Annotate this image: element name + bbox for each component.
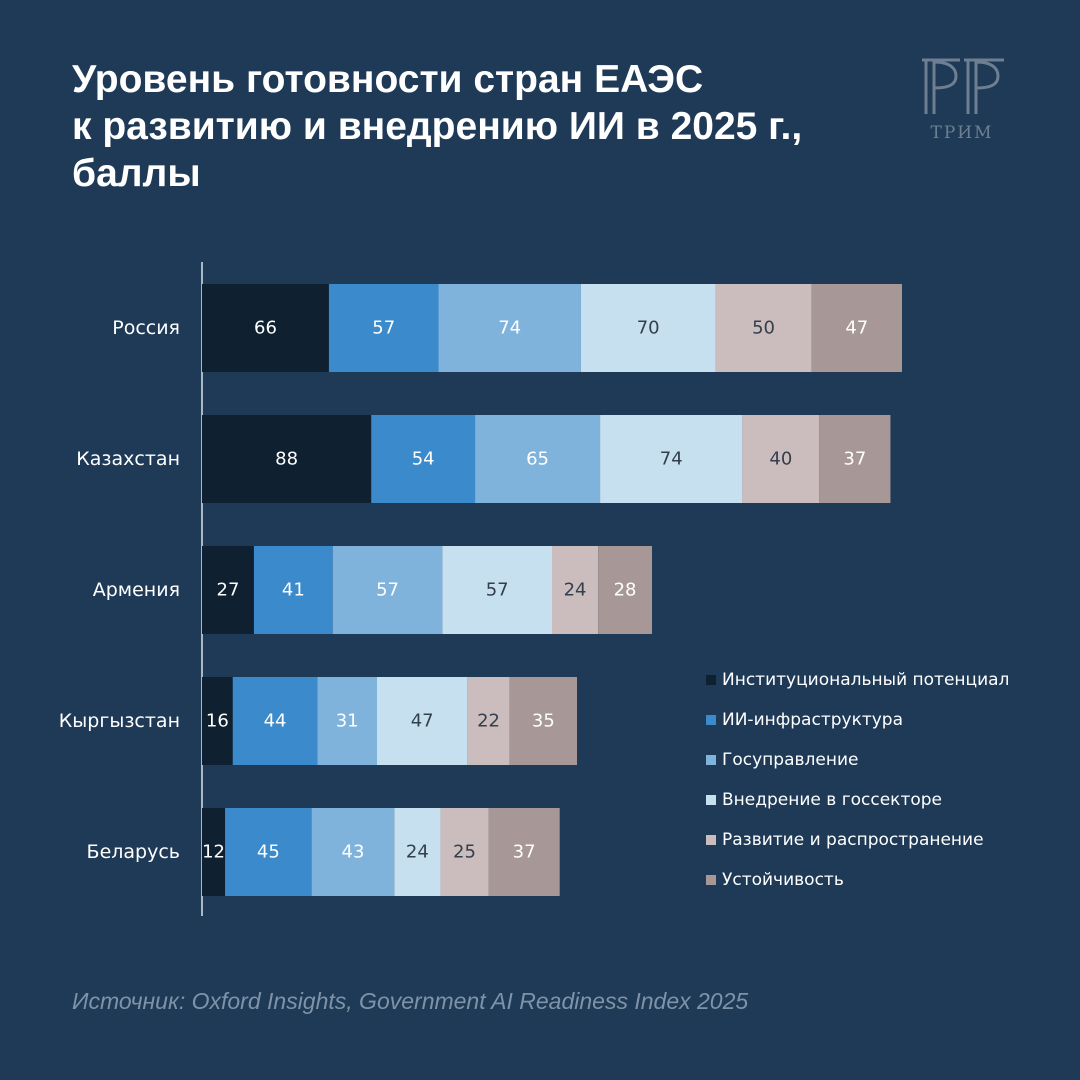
data-label: 74 xyxy=(660,449,683,470)
bar-segment xyxy=(377,677,468,765)
bar-segment xyxy=(552,546,599,634)
bar-segment xyxy=(819,415,891,503)
data-label: 47 xyxy=(411,711,434,732)
data-label: 35 xyxy=(532,711,555,732)
legend-swatch xyxy=(706,715,716,725)
data-label: 54 xyxy=(412,449,435,470)
bar-segment xyxy=(394,808,441,896)
legend-item: Госуправление xyxy=(706,740,1009,780)
data-label: 37 xyxy=(843,449,866,470)
data-label: 12 xyxy=(202,842,225,863)
data-label: 47 xyxy=(845,318,868,339)
bar-segment xyxy=(317,677,377,765)
legend-swatch xyxy=(706,675,716,685)
bar-segment xyxy=(442,546,552,634)
bar-segment xyxy=(202,546,254,634)
legend-label: Внедрение в госсекторе xyxy=(722,790,942,810)
source-note: Источник: Oxford Insights, Government AI… xyxy=(72,988,749,1014)
bar-segment xyxy=(811,284,902,372)
data-label: 31 xyxy=(336,711,359,732)
data-label: 50 xyxy=(752,318,775,339)
bar-segment xyxy=(232,677,318,765)
data-label: 28 xyxy=(614,580,637,601)
bar-segment xyxy=(580,284,716,372)
data-label: 66 xyxy=(254,318,277,339)
page-title: Уровень готовности стран ЕАЭС к развитию… xyxy=(72,56,872,197)
category-label: Беларусь xyxy=(87,841,180,863)
bars: 66 57 74 70 50 47 88 54 65 74 40 37 27 41 57 57 24 28 16 44… xyxy=(202,284,902,896)
bar-segment xyxy=(311,808,395,896)
data-label: 25 xyxy=(453,842,476,863)
data-label: 70 xyxy=(637,318,660,339)
bar-segment xyxy=(440,808,489,896)
data-label: 45 xyxy=(257,842,280,863)
legend-swatch xyxy=(706,875,716,885)
bar-segment xyxy=(202,677,233,765)
data-label: 27 xyxy=(217,580,240,601)
bar-segment xyxy=(467,677,510,765)
legend-label: Развитие и распространение xyxy=(722,830,984,850)
category-label: Казахстан xyxy=(76,448,180,470)
legend-label: Институциональный потенциал xyxy=(722,670,1010,690)
legend-item: Устойчивость xyxy=(706,860,1009,900)
bar-segment xyxy=(438,284,581,372)
legend-swatch xyxy=(706,755,716,765)
logo-text: ТРИМ xyxy=(930,123,993,143)
data-label: 57 xyxy=(376,580,399,601)
bar-segment xyxy=(202,415,372,503)
legend-swatch xyxy=(706,835,716,845)
legend-item: Развитие и распространение xyxy=(706,820,1009,860)
bar-segment xyxy=(509,677,577,765)
bar-segment xyxy=(600,415,743,503)
data-label: 44 xyxy=(264,711,287,732)
bar-segment xyxy=(488,808,560,896)
title-line-1: Уровень готовности стран ЕАЭС xyxy=(72,58,704,101)
data-label: 74 xyxy=(498,318,521,339)
legend-label: Госуправление xyxy=(722,750,859,770)
trim-logo: ТРИМ xyxy=(922,58,1004,143)
data-label: 88 xyxy=(275,449,298,470)
data-label: 57 xyxy=(486,580,509,601)
data-label: 24 xyxy=(406,842,429,863)
legend-label: Устойчивость xyxy=(722,870,844,890)
legend-item: ИИ-инфраструктура xyxy=(706,700,1009,740)
bar-segment xyxy=(715,284,812,372)
data-label: 41 xyxy=(282,580,305,601)
bar-segment xyxy=(371,415,476,503)
category-label: Армения xyxy=(93,579,180,601)
legend: Институциональный потенциал ИИ-инфраструк… xyxy=(706,660,1009,900)
bar-segment xyxy=(475,415,601,503)
data-label: 24 xyxy=(564,580,587,601)
bar-segment xyxy=(202,284,329,372)
data-label: 37 xyxy=(513,842,536,863)
category-label: Кыргызстан xyxy=(59,710,180,732)
legend-swatch xyxy=(706,795,716,805)
data-label: 43 xyxy=(342,842,365,863)
data-label: 22 xyxy=(477,711,500,732)
legend-item: Институциональный потенциал xyxy=(706,660,1009,700)
bar-segment xyxy=(225,808,312,896)
title-line-3: баллы xyxy=(72,152,201,195)
data-label: 40 xyxy=(769,449,792,470)
data-label: 65 xyxy=(526,449,549,470)
data-label: 16 xyxy=(206,711,229,732)
bar-segment xyxy=(202,808,226,896)
title-line-2: к развитию и внедрению ИИ в 2025 г., xyxy=(72,105,803,148)
category-label: Россия xyxy=(112,317,180,339)
legend-item: Внедрение в госсекторе xyxy=(706,780,1009,820)
legend-label: ИИ-инфраструктура xyxy=(722,710,904,730)
data-label: 57 xyxy=(372,318,395,339)
bar-segment xyxy=(328,284,439,372)
bar-segment xyxy=(332,546,443,634)
bar-segment xyxy=(598,546,652,634)
bar-segment xyxy=(253,546,333,634)
category-labels: Россия Казахстан Армения Кыргызстан Беларусь xyxy=(59,317,180,863)
bar-segment xyxy=(742,415,820,503)
